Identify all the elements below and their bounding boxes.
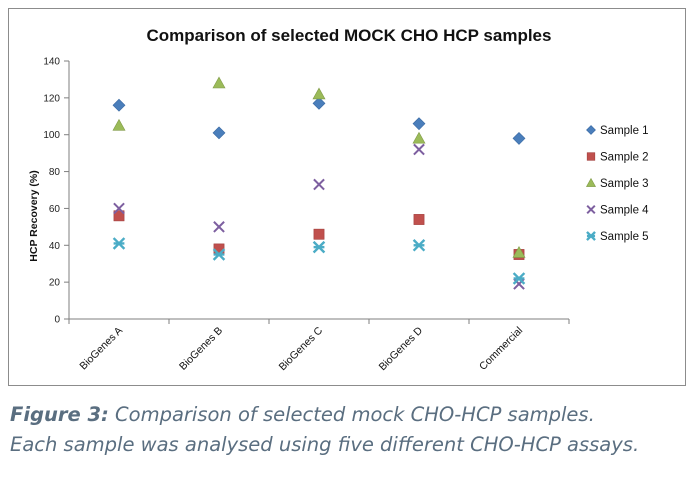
- caption-line-2: Each sample was analysed using five diff…: [10, 433, 640, 456]
- point-sample-4-3: [413, 143, 425, 156]
- x-category-label: BioGenes D: [377, 324, 426, 373]
- point-sample-3-2: [312, 87, 326, 100]
- legend-item: Sample 2: [586, 152, 649, 164]
- legend-item: Sample 3: [585, 177, 649, 190]
- point-sample-4-2: [313, 178, 325, 191]
- point-sample-5-4: [512, 272, 526, 285]
- legend: Sample 1 Sample 2 Sample 3 Sample 4 Sample 5: [585, 125, 649, 243]
- y-tick-label: 100: [43, 130, 60, 141]
- point-sample-4-1: [213, 221, 225, 233]
- y-tick-label: 0: [54, 315, 60, 326]
- point-sample-3-1: [212, 76, 226, 89]
- legend-label: Sample 5: [600, 231, 649, 243]
- legend-label: Sample 1: [600, 125, 649, 137]
- legend-item: Sample 5: [586, 231, 649, 243]
- point-sample-2-3: [413, 214, 425, 225]
- point-sample-3-3: [412, 131, 426, 144]
- point-sample-1-4: [512, 131, 526, 145]
- point-sample-5-0: [112, 237, 126, 250]
- x-category-label: BioGenes A: [77, 325, 125, 373]
- caption-lead: Figure 3:: [10, 403, 109, 426]
- point-sample-2-0: [113, 210, 125, 222]
- point-sample-5-1: [212, 248, 226, 261]
- point-sample-4-0: [113, 202, 125, 215]
- point-sample-1-0: [112, 98, 126, 112]
- legend-item: Sample 1: [586, 125, 649, 137]
- x-category-label: BioGenes B: [177, 325, 225, 373]
- point-sample-1-3: [412, 117, 426, 131]
- caption-line-1: Figure 3: Comparison of selected mock CH…: [10, 400, 690, 430]
- y-tick-label: 60: [49, 204, 61, 215]
- chart-title: Comparison of selected MOCK CHO HCP samp…: [147, 26, 552, 45]
- y-tick-label: 120: [43, 93, 60, 104]
- y-tick-label: 140: [43, 57, 60, 68]
- legend-marker: [586, 152, 596, 161]
- legend-label: Sample 2: [600, 152, 649, 164]
- figure-caption: Figure 3: Comparison of selected mock CH…: [10, 400, 690, 460]
- legend-marker: [586, 204, 596, 215]
- point-sample-2-2: [313, 228, 325, 240]
- legend-marker: [585, 177, 597, 187]
- point-sample-1-1: [212, 126, 226, 140]
- legend-marker: [586, 231, 596, 241]
- legend-label: Sample 3: [600, 178, 649, 190]
- point-sample-1-2: [312, 96, 326, 110]
- y-tick-label: 80: [49, 167, 61, 178]
- point-sample-5-2: [312, 240, 326, 254]
- scatter-chart: Comparison of selected MOCK CHO HCP samp…: [28, 26, 649, 373]
- legend-label: Sample 4: [600, 205, 649, 217]
- point-sample-5-3: [412, 239, 426, 252]
- y-tick-label: 40: [49, 241, 61, 252]
- point-sample-3-0: [112, 118, 126, 131]
- legend-marker: [586, 125, 596, 135]
- caption-line-1-text: Comparison of selected mock CHO-HCP samp…: [108, 403, 595, 426]
- y-tick-label: 20: [49, 278, 61, 289]
- data-points: [112, 76, 526, 290]
- point-sample-3-4: [512, 246, 526, 258]
- legend-item: Sample 4: [586, 204, 649, 217]
- x-category-label: Commercial: [477, 325, 525, 373]
- x-category-label: BioGenes C: [277, 324, 326, 373]
- chart-frame: Comparison of selected MOCK CHO HCP samp…: [8, 8, 686, 386]
- y-axis-label: HCP Recovery (%): [28, 170, 40, 261]
